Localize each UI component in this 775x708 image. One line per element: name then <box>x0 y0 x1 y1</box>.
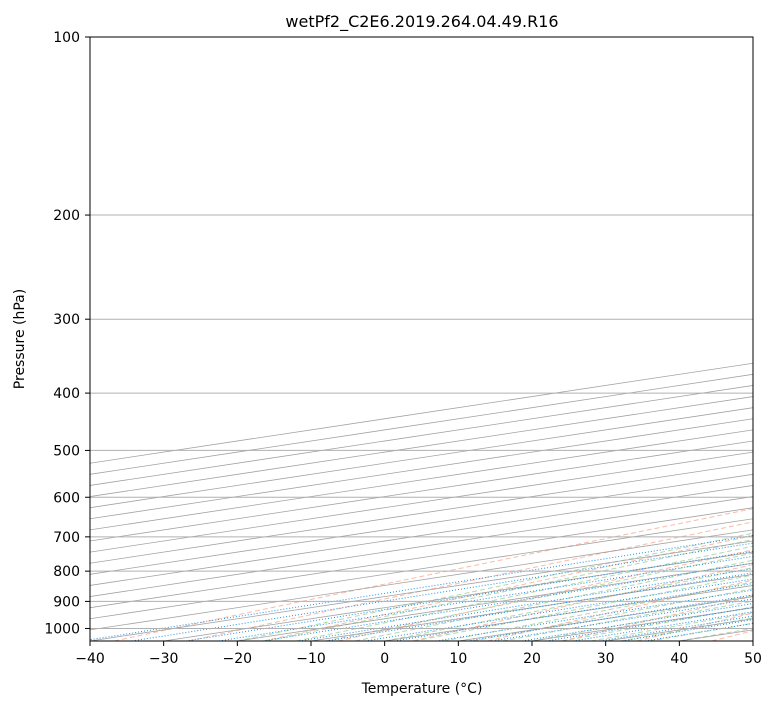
mixing-ratio-line <box>394 582 753 641</box>
moist-adiabat <box>414 574 753 641</box>
mixing-ratio-line <box>326 572 753 641</box>
isotherm <box>90 473 753 575</box>
x-tick-label: 50 <box>744 651 762 667</box>
chart-title: wetPf2_C2E6.2019.264.04.49.R16 <box>285 12 558 32</box>
isotherm <box>90 529 753 631</box>
moist-adiabat <box>384 567 753 641</box>
moist-adiabat <box>296 545 753 641</box>
moist-adiabat <box>649 622 753 641</box>
x-tick-label: −30 <box>149 651 179 667</box>
isotherm <box>90 373 753 475</box>
mixing-ratio-line <box>185 550 753 641</box>
isotherm <box>90 396 753 497</box>
y-tick-label: 700 <box>53 530 80 546</box>
x-tick-label: 0 <box>380 651 389 667</box>
isotherm <box>237 562 753 641</box>
mixing-ratio-line <box>131 542 753 641</box>
isotherm <box>90 496 753 597</box>
moist-adiabat <box>561 606 753 641</box>
dry-adiabat <box>263 535 753 641</box>
x-tick-label: −10 <box>296 651 326 667</box>
dry-adiabat <box>487 579 753 641</box>
x-tick-label: 40 <box>670 651 688 667</box>
mixing-ratio-line <box>492 598 753 641</box>
dry-adiabat <box>338 549 753 641</box>
moist-adiabat <box>473 588 753 641</box>
dry-adiabat <box>711 630 753 641</box>
isotherm <box>90 507 753 609</box>
y-tick-label: 1000 <box>44 621 80 637</box>
mixing-ratio-line <box>645 622 753 641</box>
y-axis-label: Pressure (hPa) <box>12 289 28 389</box>
moist-adiabat <box>531 600 753 641</box>
isotherm <box>90 440 753 542</box>
y-tick-label: 100 <box>53 30 80 46</box>
background-lines <box>90 362 753 641</box>
x-tick-label: −20 <box>223 651 253 667</box>
y-tick-label: 300 <box>53 312 80 328</box>
dry-adiabat <box>188 521 753 641</box>
isotherm <box>384 585 753 641</box>
moist-adiabat <box>355 559 753 641</box>
y-tick-label: 900 <box>53 594 80 610</box>
mixing-ratio-line <box>218 555 753 641</box>
isotherm <box>90 451 753 553</box>
x-tick-label: 20 <box>523 651 541 667</box>
isotherm <box>752 640 753 641</box>
y-tick-label: 200 <box>53 208 80 224</box>
moist-adiabat <box>443 581 753 641</box>
isotherm <box>90 362 753 464</box>
dry-adiabat <box>113 508 753 641</box>
y-tick-label: 600 <box>53 490 80 506</box>
mixing-ratio-line <box>467 594 753 641</box>
pressure-grid <box>90 37 753 629</box>
y-tick-label: 800 <box>53 564 80 580</box>
y-tick-label: 400 <box>53 386 80 402</box>
mixing-ratio-line <box>572 611 753 641</box>
isotherm <box>90 385 753 486</box>
x-tick-label: 10 <box>449 651 467 667</box>
isotherm <box>90 407 753 509</box>
x-tick-label: 30 <box>597 651 615 667</box>
mixing-ratio-line <box>262 562 753 641</box>
moist-adiabat <box>325 552 753 641</box>
isotherm <box>90 429 753 531</box>
isotherm <box>90 462 753 564</box>
isotherm <box>531 607 753 641</box>
isotherm <box>90 485 753 586</box>
x-axis-label: Temperature (°C) <box>361 681 483 697</box>
y-tick-label: 500 <box>53 443 80 459</box>
axis-ticks: −40 −30 −20 −10 0 10 20 30 40 50 1000 900 800 700 600 5… <box>44 30 762 667</box>
isotherm <box>679 629 753 641</box>
plot-frame <box>89 36 754 642</box>
isotherm <box>90 418 753 520</box>
isotherm <box>90 518 753 620</box>
mixing-ratio-line <box>436 589 753 641</box>
x-tick-label: −40 <box>75 651 105 667</box>
